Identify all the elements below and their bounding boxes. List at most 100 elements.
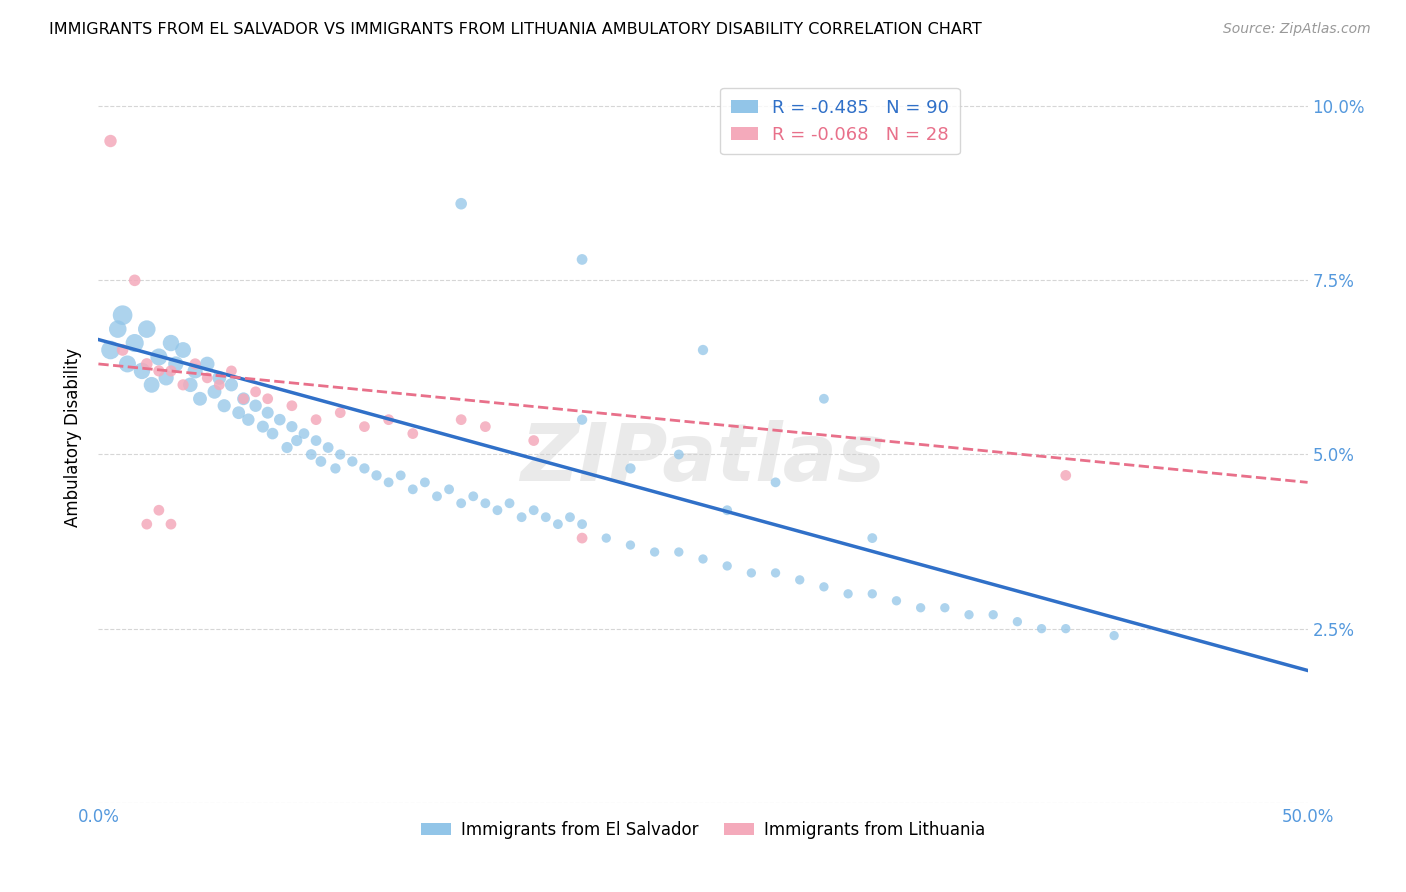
Point [450, 496, 472, 510]
Point [765, 475, 787, 490]
Point [329, 406, 352, 420]
Point [1054, 622, 1077, 636]
Point [184, 357, 207, 371]
Point [1102, 629, 1125, 643]
Point [252, 419, 274, 434]
Point [292, 426, 315, 441]
Point [111, 308, 134, 322]
Point [558, 510, 581, 524]
Point [141, 377, 163, 392]
Point [160, 336, 183, 351]
Point [813, 580, 835, 594]
Point [413, 475, 436, 490]
Point [523, 503, 546, 517]
Point [221, 377, 243, 392]
Point [644, 545, 666, 559]
Point [117, 357, 139, 371]
Point [692, 552, 714, 566]
Point [437, 483, 460, 497]
Point [155, 371, 177, 385]
Point [860, 587, 883, 601]
Point [837, 587, 859, 601]
Point [1031, 622, 1053, 636]
Point [204, 384, 226, 399]
Point [402, 483, 425, 497]
Point [571, 412, 593, 426]
Point [195, 371, 218, 385]
Point [342, 454, 364, 468]
Point [256, 392, 278, 406]
Point [474, 496, 496, 510]
Point [740, 566, 762, 580]
Point [377, 475, 399, 490]
Point [172, 377, 194, 392]
Point [547, 517, 569, 532]
Point [195, 357, 218, 371]
Point [245, 399, 267, 413]
Point [269, 412, 291, 426]
Point [148, 503, 170, 517]
Point [571, 252, 593, 267]
Text: Source: ZipAtlas.com: Source: ZipAtlas.com [1223, 22, 1371, 37]
Point [450, 196, 472, 211]
Point [668, 448, 690, 462]
Point [486, 503, 509, 517]
Point [148, 364, 170, 378]
Point [309, 454, 332, 468]
Point [619, 461, 641, 475]
Point [886, 594, 908, 608]
Point [184, 364, 207, 378]
Point [325, 461, 347, 475]
Point [619, 538, 641, 552]
Point [124, 273, 146, 287]
Point [668, 545, 690, 559]
Point [245, 384, 267, 399]
Point [100, 134, 122, 148]
Point [160, 364, 183, 378]
Point [148, 350, 170, 364]
Point [316, 441, 339, 455]
Point [571, 517, 593, 532]
Point [329, 448, 352, 462]
Point [232, 392, 254, 406]
Point [188, 392, 211, 406]
Point [276, 441, 298, 455]
Text: IMMIGRANTS FROM EL SALVADOR VS IMMIGRANTS FROM LITHUANIA AMBULATORY DISABILITY C: IMMIGRANTS FROM EL SALVADOR VS IMMIGRANT… [49, 22, 981, 37]
Point [100, 343, 122, 357]
Point [463, 489, 485, 503]
Point [256, 406, 278, 420]
Point [208, 371, 231, 385]
Point [299, 448, 322, 462]
Y-axis label: Ambulatory Disability: Ambulatory Disability [65, 348, 83, 526]
Point [165, 357, 187, 371]
Point [285, 434, 308, 448]
Point [135, 357, 157, 371]
Point [860, 531, 883, 545]
Point [107, 322, 129, 336]
Point [366, 468, 388, 483]
Point [716, 503, 738, 517]
Point [377, 412, 399, 426]
Point [281, 399, 304, 413]
Point [910, 600, 932, 615]
Point [534, 510, 557, 524]
Point [389, 468, 412, 483]
Point [179, 377, 201, 392]
Point [981, 607, 1004, 622]
Point [498, 496, 520, 510]
Point [1007, 615, 1029, 629]
Point [281, 419, 304, 434]
Point [124, 336, 146, 351]
Point [789, 573, 811, 587]
Point [131, 364, 153, 378]
Point [934, 600, 956, 615]
Point [262, 426, 284, 441]
Text: ZIPatlas: ZIPatlas [520, 420, 886, 498]
Legend: Immigrants from El Salvador, Immigrants from Lithuania: Immigrants from El Salvador, Immigrants … [415, 814, 991, 846]
Point [402, 426, 425, 441]
Point [353, 419, 375, 434]
Point [221, 364, 243, 378]
Point [232, 392, 254, 406]
Point [813, 392, 835, 406]
Point [523, 434, 546, 448]
